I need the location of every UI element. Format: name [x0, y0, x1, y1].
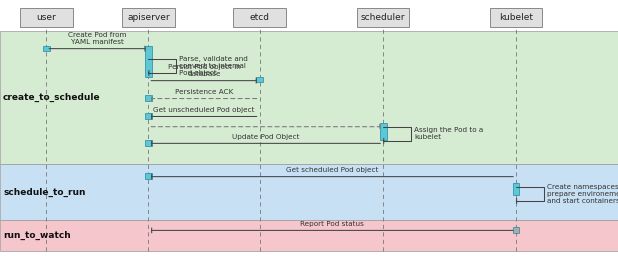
Text: Parse, validate and
convert to internal
Pod object: Parse, validate and convert to internal …	[179, 56, 248, 76]
Text: Update Pod Object: Update Pod Object	[232, 134, 300, 140]
Text: Get unscheduled Pod object: Get unscheduled Pod object	[153, 107, 255, 113]
Bar	[122, 8, 174, 27]
Text: scheduler: scheduler	[361, 13, 405, 22]
Bar	[145, 95, 152, 101]
Bar	[20, 8, 73, 27]
Bar	[256, 77, 263, 82]
Bar	[489, 8, 543, 27]
Text: etcd: etcd	[250, 13, 269, 22]
Bar	[0, 220, 618, 251]
Text: Assign the Pod to a
kubelet: Assign the Pod to a kubelet	[414, 127, 483, 140]
Text: Persist Pod object in
database: Persist Pod object in database	[167, 64, 240, 77]
Text: run_to_watch: run_to_watch	[3, 231, 71, 240]
Text: kubelet: kubelet	[499, 13, 533, 22]
Bar	[357, 8, 409, 27]
Bar	[145, 113, 152, 119]
Bar	[513, 227, 519, 233]
Bar	[145, 140, 152, 146]
Bar	[0, 31, 618, 164]
Bar	[379, 123, 387, 140]
Text: Get scheduled Pod object: Get scheduled Pod object	[286, 167, 378, 173]
Bar	[0, 164, 618, 220]
Bar	[234, 8, 286, 27]
Text: apiserver: apiserver	[127, 13, 169, 22]
Text: schedule_to_run: schedule_to_run	[3, 187, 85, 197]
Text: Create namespaces,
prepare environement
and start containers: Create namespaces, prepare environement …	[547, 184, 618, 204]
Bar	[145, 173, 152, 179]
Bar	[145, 46, 152, 77]
Text: Create Pod from
YAML manifest: Create Pod from YAML manifest	[68, 32, 127, 45]
Bar	[43, 46, 49, 51]
Text: user: user	[36, 13, 56, 22]
Bar	[513, 183, 519, 195]
Text: create_to_schedule: create_to_schedule	[3, 93, 101, 102]
Text: Persistence ACK: Persistence ACK	[175, 89, 233, 95]
Text: Report Pod status: Report Pod status	[300, 221, 364, 227]
